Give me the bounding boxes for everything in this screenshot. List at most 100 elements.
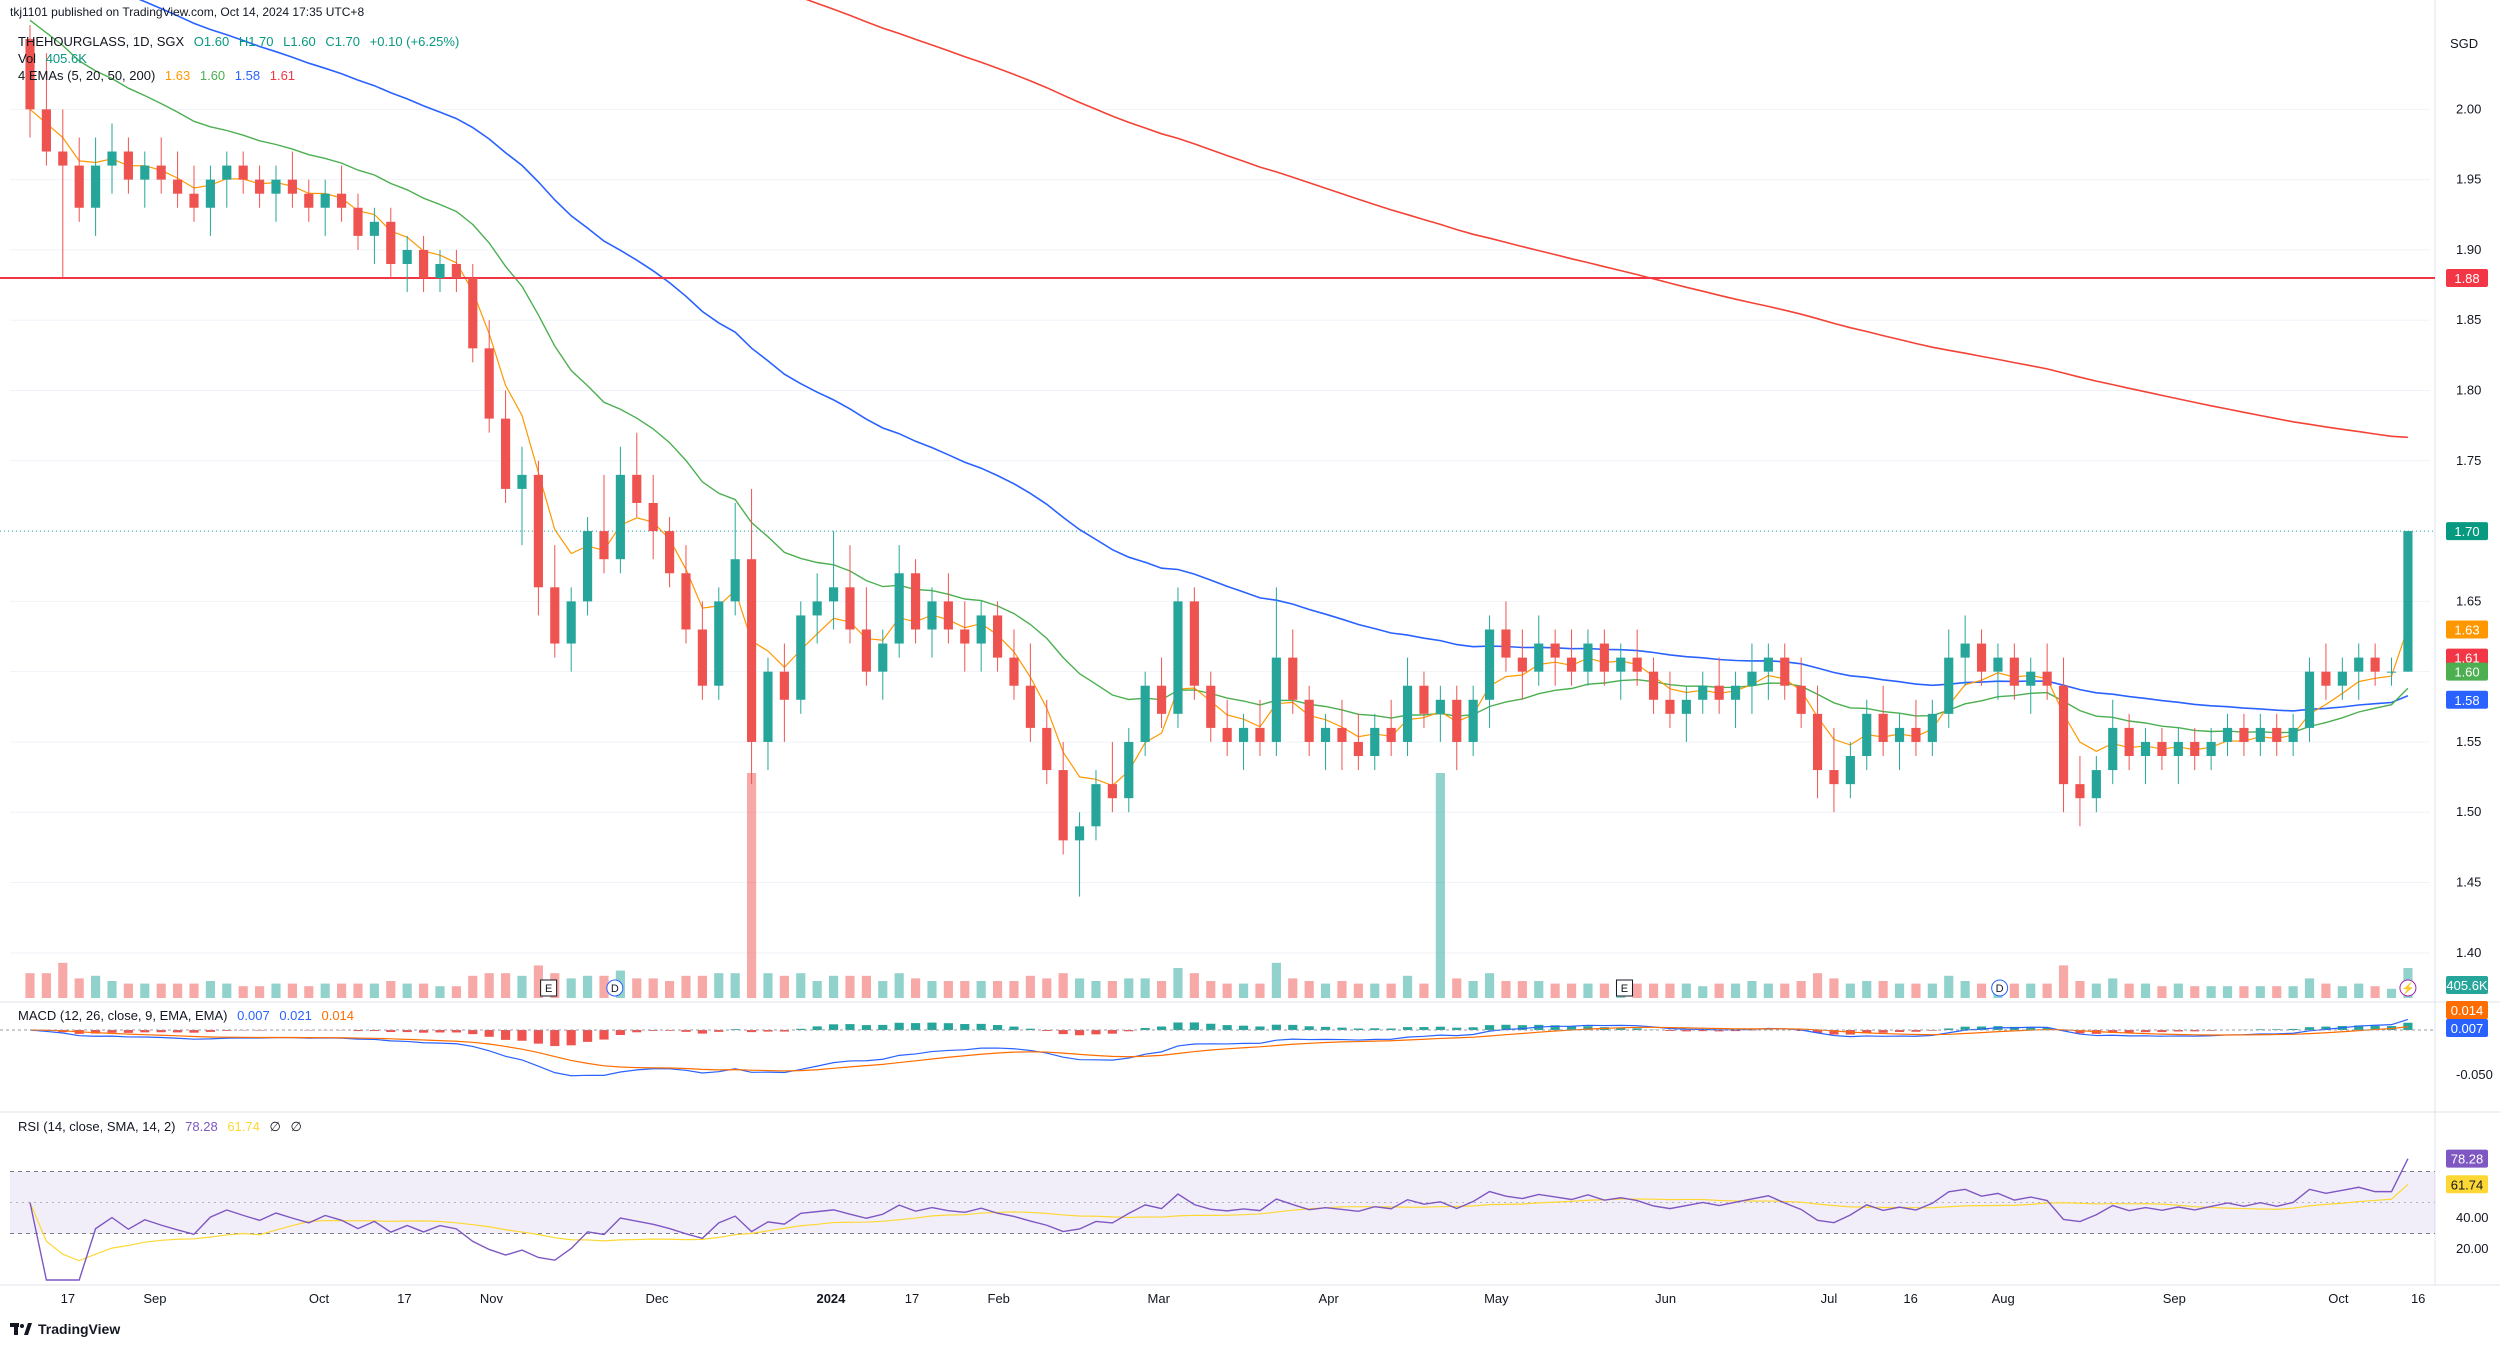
ema5-value: 1.63: [164, 68, 191, 83]
rsi-tick-label: 40.00: [2456, 1210, 2489, 1225]
time-axis-label: Jul: [1821, 1291, 1838, 1306]
last-price-badge-bg: [2446, 522, 2488, 541]
volume-bar: [91, 975, 101, 998]
brand-name[interactable]: TradingView: [38, 1321, 121, 1337]
macd-line: [29, 1018, 2409, 1077]
ema200-value: 1.61: [269, 68, 296, 83]
candle-body: [1698, 685, 1708, 700]
macd-hist-bar: [1435, 1026, 1445, 1030]
candle-body: [2386, 671, 2397, 673]
volume-badge: 405.6K: [2446, 978, 2488, 993]
candle-body: [1911, 727, 1921, 742]
volume-bar: [58, 962, 68, 998]
macd-hist-bar: [2173, 1030, 2183, 1032]
vol-label[interactable]: Vol: [18, 51, 37, 66]
macd-hist-bar: [1025, 1028, 1035, 1030]
macd-hist-bar: [1206, 1023, 1216, 1030]
candle-body: [533, 474, 543, 588]
volume-bar: [1780, 983, 1790, 998]
candle-body: [1107, 784, 1117, 799]
candle-body: [648, 502, 658, 532]
volume-bar: [730, 973, 740, 998]
macd-hist-bar: [2124, 1030, 2134, 1033]
volume-bar: [353, 983, 363, 998]
macd-hist-bar: [681, 1030, 691, 1032]
candle-body: [402, 249, 412, 264]
candle-body: [1419, 685, 1429, 714]
ema50-path: [138, 0, 2409, 712]
price-tick-label: 1.55: [2456, 734, 2481, 749]
volume-bar: [1468, 981, 1478, 998]
volume-bar: [1484, 973, 1495, 998]
time-axis-label: 17: [397, 1291, 411, 1306]
macd-hist-bar: [353, 1030, 363, 1032]
macd-hist-bar: [517, 1030, 527, 1041]
macd-hist-bar: [156, 1030, 166, 1033]
candle-body: [1140, 685, 1150, 742]
volume-bar: [1222, 983, 1232, 998]
symbol-name[interactable]: THEHOURGLASS, 1D, SGX: [18, 34, 185, 49]
volume-bar: [271, 983, 281, 998]
candle-body: [1944, 657, 1954, 714]
candle-body: [747, 559, 757, 742]
macd-hist-bar: [435, 1030, 445, 1033]
macd-hist-bar: [1337, 1027, 1347, 1030]
volume-bar: [1747, 981, 1757, 998]
price-tick-label: 1.50: [2456, 804, 2481, 819]
macd-hist-bar: [1222, 1025, 1232, 1030]
rsi-label[interactable]: RSI (14, close, SMA, 14, 2): [18, 1119, 176, 1134]
candle-body: [763, 671, 773, 742]
low-value: L1.60: [283, 34, 316, 49]
volume-bar: [1074, 978, 1085, 998]
candle-body: [1058, 770, 1068, 841]
macd-hist-bar: [205, 1030, 215, 1032]
candle-body: [1304, 699, 1314, 742]
volume-bar: [714, 973, 724, 998]
candle-body: [812, 601, 822, 616]
volume-bar: [123, 983, 133, 998]
candle-body: [1993, 657, 2003, 672]
candle-body: [2108, 727, 2118, 771]
price-tick-label: 1.85: [2456, 312, 2481, 327]
price-tick-label: 1.80: [2456, 383, 2481, 398]
ema-legend: 4 EMAs (5, 20, 50, 200) 1.63 1.60 1.58 1…: [18, 68, 301, 84]
time-axis-label: Apr: [1319, 1291, 1340, 1306]
volume-bar: [1730, 983, 1741, 998]
candle-body: [681, 573, 691, 630]
macd-hist-bar: [1091, 1030, 1101, 1035]
candle-body: [1845, 756, 1855, 785]
event-markers[interactable]: E D E D ⚡: [540, 979, 2417, 997]
rsi-ma-value: 61.74: [227, 1119, 260, 1134]
candle-body: [1730, 685, 1741, 700]
macd-hist-bar: [632, 1030, 642, 1033]
candle-body: [1271, 657, 1281, 742]
candle-body: [2354, 657, 2364, 672]
volume-bar: [583, 975, 593, 998]
candle-body: [74, 165, 84, 208]
volume-bar: [484, 973, 494, 998]
macd-hist-bar: [2206, 1030, 2216, 1031]
time-axis-label: Nov: [480, 1291, 504, 1306]
macd-line-badge: 0.007: [2451, 1021, 2484, 1036]
macd-hist-bar: [2288, 1028, 2298, 1030]
volume-bar: [468, 975, 478, 998]
candlestick-series[interactable]: [25, 25, 2413, 897]
macd-hist-bar: [1189, 1022, 1199, 1030]
ema-label[interactable]: 4 EMAs (5, 20, 50, 200): [18, 68, 156, 83]
macd-label[interactable]: MACD (12, 26, close, 9, EMA, EMA): [18, 1008, 228, 1023]
candle-body: [730, 559, 740, 602]
volume-bar: [2190, 986, 2200, 998]
price-badges: 1.88 1.70 1.63 1.611.60 1.58 405.6K 0.014 0.007…: [2446, 269, 2488, 1194]
volume-bar: [1583, 983, 1593, 998]
volume-bar: [419, 983, 429, 998]
macd-hist-bar: [861, 1025, 871, 1030]
volume-bar: [894, 973, 904, 998]
volume-bar: [1566, 983, 1577, 998]
candle-body: [1812, 713, 1823, 771]
candle-body: [2140, 741, 2151, 757]
candle-body: [2026, 671, 2036, 686]
candle-body: [599, 531, 609, 560]
candle-body: [1386, 727, 1396, 742]
candle-body: [1878, 713, 1888, 742]
